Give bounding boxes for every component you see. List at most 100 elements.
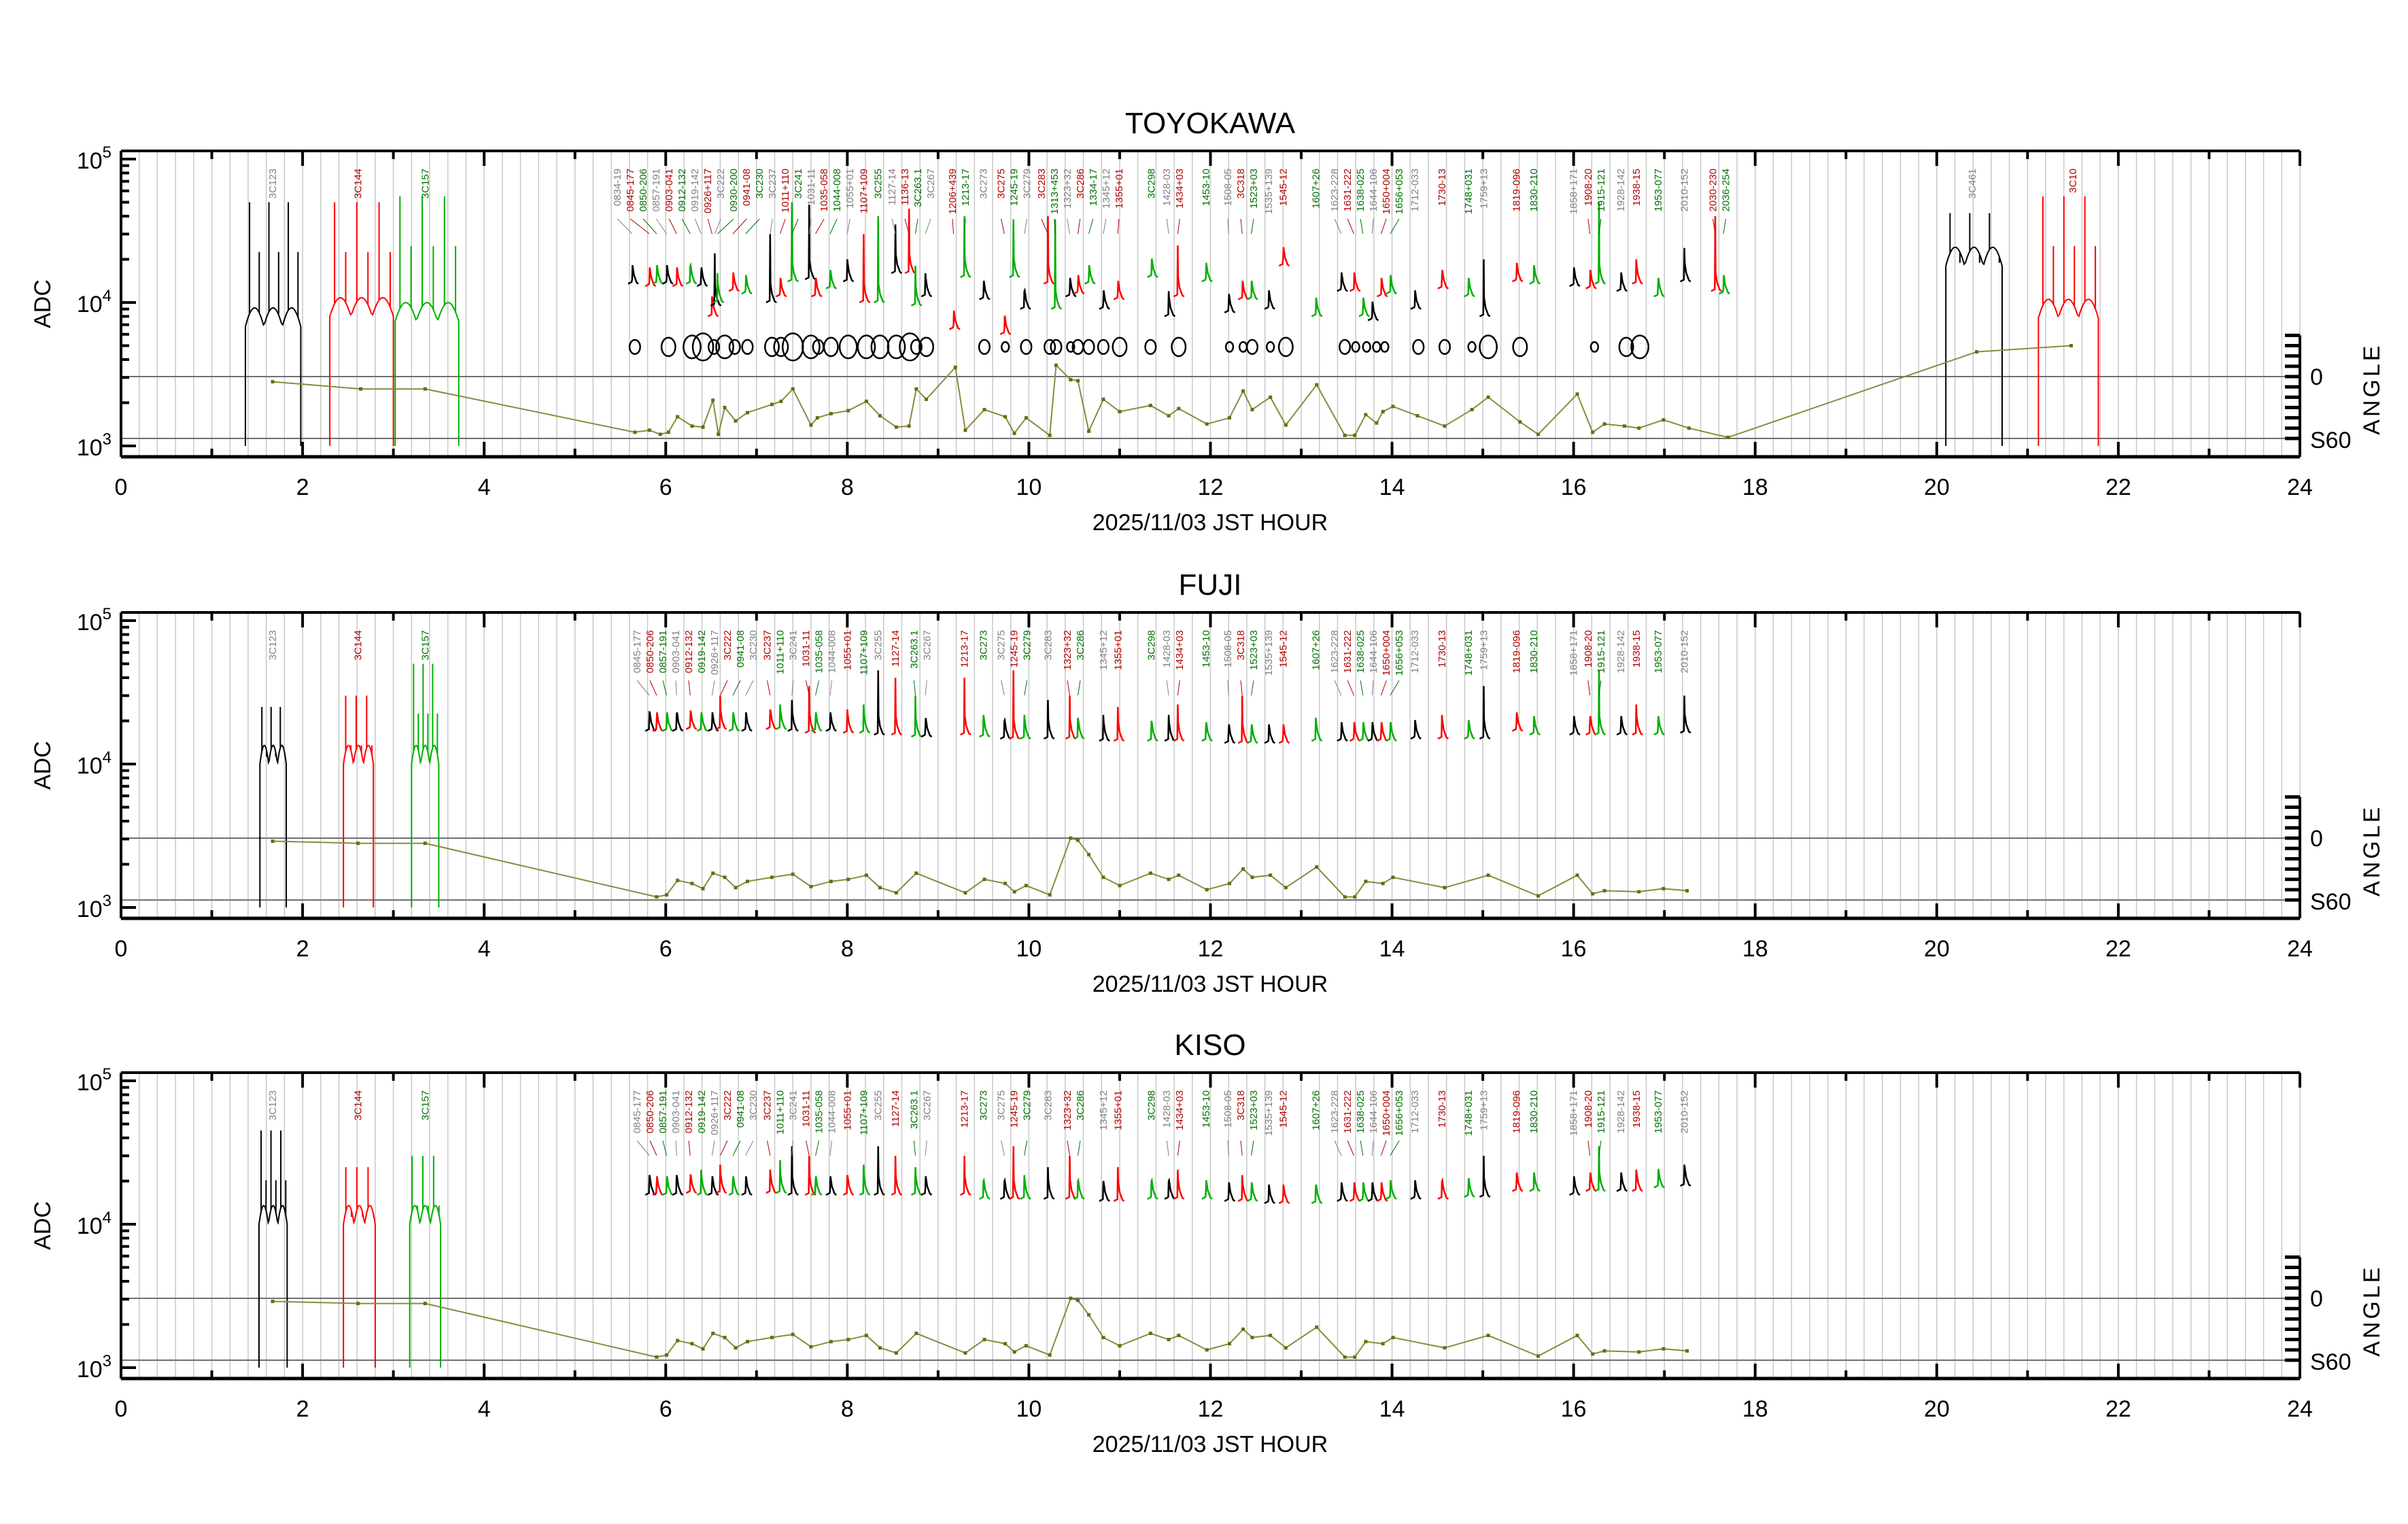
angle-point (1602, 888, 1606, 893)
source-trace (1278, 724, 1290, 744)
angle-point (963, 428, 967, 432)
angle-point (809, 423, 813, 427)
label-leader-line (815, 680, 819, 696)
label-leader-line (806, 680, 810, 696)
label-leader-line (617, 218, 633, 235)
source-label: 3C255 (873, 1090, 884, 1120)
angle-point (1662, 886, 1666, 890)
angle-point (717, 432, 721, 436)
angle-point (356, 842, 360, 846)
angle-axis-label: ANGLE (2359, 805, 2385, 897)
angle-point (1250, 1336, 1254, 1340)
source-label: 1044-008 (827, 630, 838, 673)
angle-point (809, 884, 813, 888)
source-trace (1569, 1176, 1581, 1196)
angle-point (665, 893, 669, 897)
angle-point (1148, 403, 1152, 407)
angle-point (1315, 865, 1319, 869)
label-leader-line (791, 218, 799, 235)
label-leader-line (649, 1140, 657, 1156)
source-label: 1213-17 (960, 169, 971, 206)
source-trace (1084, 264, 1096, 285)
source-trace (712, 273, 725, 304)
angle-point (690, 882, 694, 886)
calibrator-trace (394, 196, 460, 446)
label-leader-line (711, 1140, 715, 1156)
angle-point (1637, 1350, 1641, 1354)
angle-point (690, 424, 694, 428)
source-trace (1247, 724, 1258, 744)
source-trace (1569, 267, 1581, 288)
angle-tick-label: S60 (2310, 1349, 2352, 1375)
angle-point (829, 1340, 833, 1344)
angle-point (1353, 1355, 1357, 1359)
source-trace (715, 1164, 727, 1194)
angle-point (734, 886, 738, 890)
source-label: 1631-222 (1342, 169, 1354, 211)
size-marker (707, 339, 721, 356)
source-label: 1623-228 (1329, 1090, 1341, 1133)
source-trace (662, 264, 674, 285)
y-tick-label: 103 (77, 430, 111, 461)
x-tick-label: 8 (841, 474, 854, 500)
source-trace (1632, 704, 1643, 736)
source-label: 1748+031 (1463, 169, 1475, 214)
label-leader-line (714, 218, 721, 235)
source-label: 1508-05 (1222, 630, 1234, 668)
source-trace (1147, 258, 1158, 278)
angle-point (1975, 350, 1979, 354)
source-label: 1355+01 (1112, 1090, 1124, 1130)
label-leader-line (846, 218, 850, 235)
source-trace (960, 1156, 971, 1196)
size-marker (728, 339, 741, 356)
angle-point (356, 1302, 360, 1306)
source-label: 1011+110 (775, 630, 787, 674)
source-label: 1819-096 (1511, 169, 1523, 211)
angle-point (658, 432, 662, 436)
source-trace (1065, 277, 1077, 298)
source-label: 1819-096 (1511, 1090, 1523, 1133)
size-marker (1339, 339, 1352, 356)
source-trace (1147, 1177, 1158, 1200)
source-label: 1830-210 (1528, 630, 1540, 673)
label-leader-line (1067, 1140, 1071, 1156)
label-leader-line (1041, 218, 1048, 235)
source-label: 0857-191 (657, 1090, 669, 1133)
angle-point (809, 1345, 813, 1349)
source-label: 1434+03 (1174, 1090, 1186, 1130)
size-marker (1066, 341, 1076, 353)
y-tick-label: 105 (77, 1065, 111, 1096)
angle-point (1048, 893, 1052, 897)
label-leader-line (1598, 218, 1602, 235)
label-leader-line (1381, 218, 1387, 235)
angle-tick-label: S60 (2310, 428, 2352, 453)
source-label: 3C237 (762, 1090, 774, 1120)
source-trace (1410, 720, 1422, 740)
label-leader-line (1587, 1140, 1591, 1156)
size-marker (870, 334, 890, 360)
source-label: 1428-03 (1161, 1090, 1173, 1128)
source-trace (1367, 722, 1379, 742)
source-label: 1650+004 (1381, 1090, 1392, 1136)
source-label: 1453-10 (1201, 1090, 1212, 1128)
source-trace (1479, 686, 1491, 740)
angle-point (1591, 892, 1595, 896)
angle-point (701, 425, 705, 429)
source-label: 3C230 (748, 630, 759, 660)
source-label: 1523+03 (1248, 1090, 1260, 1130)
y-tick-label: 103 (77, 892, 111, 922)
angle-point (1536, 1354, 1541, 1358)
x-tick-label: 24 (2287, 474, 2313, 500)
angle-point (1575, 873, 1579, 878)
source-label: 0926+117 (709, 1090, 721, 1135)
angle-tick-label: 0 (2310, 1286, 2323, 1312)
size-marker (1245, 339, 1258, 356)
label-leader-line (1166, 1140, 1169, 1156)
size-marker (1112, 336, 1128, 358)
calibrator-trace (259, 707, 288, 907)
source-trace (1050, 219, 1063, 310)
label-leader-line (1166, 680, 1169, 696)
source-label: 3C286 (1075, 1090, 1086, 1120)
angle-point (1381, 410, 1385, 414)
